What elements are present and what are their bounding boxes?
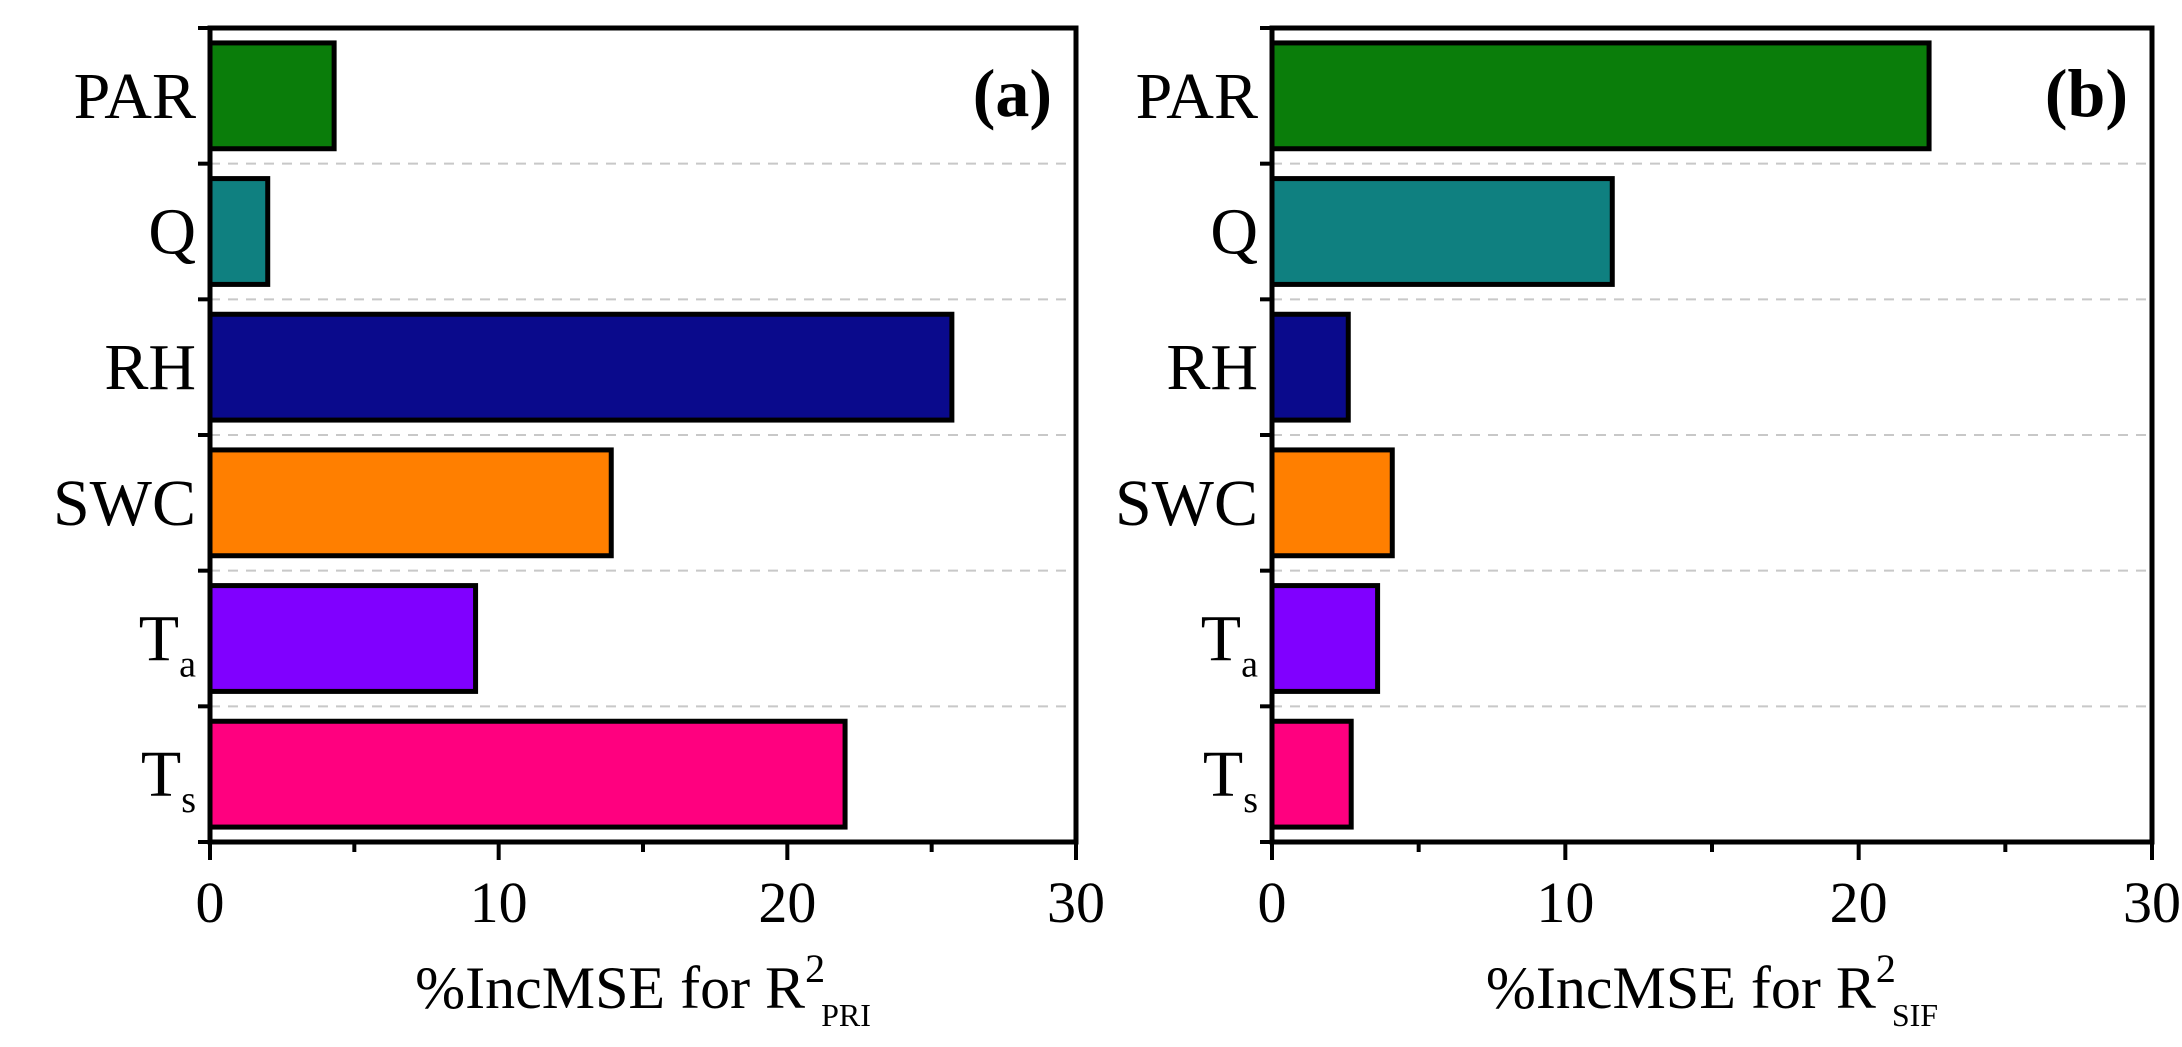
category-label-par: PAR — [74, 60, 196, 133]
bar-ta — [207, 583, 479, 694]
bar-ts — [207, 718, 848, 830]
chart-panel-b: PAR Q RH SWC Ta Ts0 10 20 30 (b) %IncMSE for R2 SIF — [1115, 25, 2181, 1033]
bar-ts — [1269, 718, 1354, 830]
category-label-rh: RH — [104, 331, 196, 404]
category-label-ts: Ts — [1203, 738, 1258, 821]
category-label-par: PAR — [1136, 60, 1258, 133]
x-tick-label: 10 — [470, 870, 528, 935]
bar-par — [207, 40, 337, 152]
x-tick-label: 20 — [1830, 870, 1888, 935]
bar-rh — [207, 311, 955, 423]
bar-swc — [1269, 447, 1395, 559]
x-tick-label: 20 — [758, 870, 816, 935]
x-tick-label: 0 — [1258, 870, 1287, 935]
category-label-ta: Ta — [1201, 603, 1258, 686]
panel-label: (a) — [973, 55, 1052, 131]
x-tick-label: 30 — [2123, 870, 2181, 935]
category-label-ts: Ts — [141, 738, 196, 821]
category-label-ta: Ta — [139, 603, 196, 686]
bar-q — [207, 176, 271, 287]
category-label-q: Q — [1210, 196, 1258, 269]
x-axis-label: %IncMSE for R2 PRI — [415, 946, 871, 1033]
category-label-swc: SWC — [53, 467, 196, 540]
plot-frame — [207, 25, 1079, 845]
category-label-q: Q — [148, 196, 196, 269]
bar-swc — [207, 447, 614, 559]
bar-ta — [1269, 583, 1381, 694]
x-tick-label: 0 — [196, 870, 225, 935]
category-label-swc: SWC — [1115, 467, 1258, 540]
plot-frame — [1269, 25, 2155, 845]
chart-panel-a: PAR Q RH SWC Ta Ts0 10 20 30 (a) %IncMSE for R2 PRI — [53, 25, 1105, 1033]
x-axis-label: %IncMSE for R2 SIF — [1486, 946, 1938, 1033]
category-label-rh: RH — [1166, 331, 1258, 404]
bar-rh — [1269, 311, 1351, 423]
panel-label: (b) — [2045, 55, 2128, 131]
bar-par — [1269, 40, 1932, 152]
x-tick-label: 10 — [1536, 870, 1594, 935]
x-tick-label: 30 — [1047, 870, 1105, 935]
bar-q — [1269, 176, 1615, 287]
